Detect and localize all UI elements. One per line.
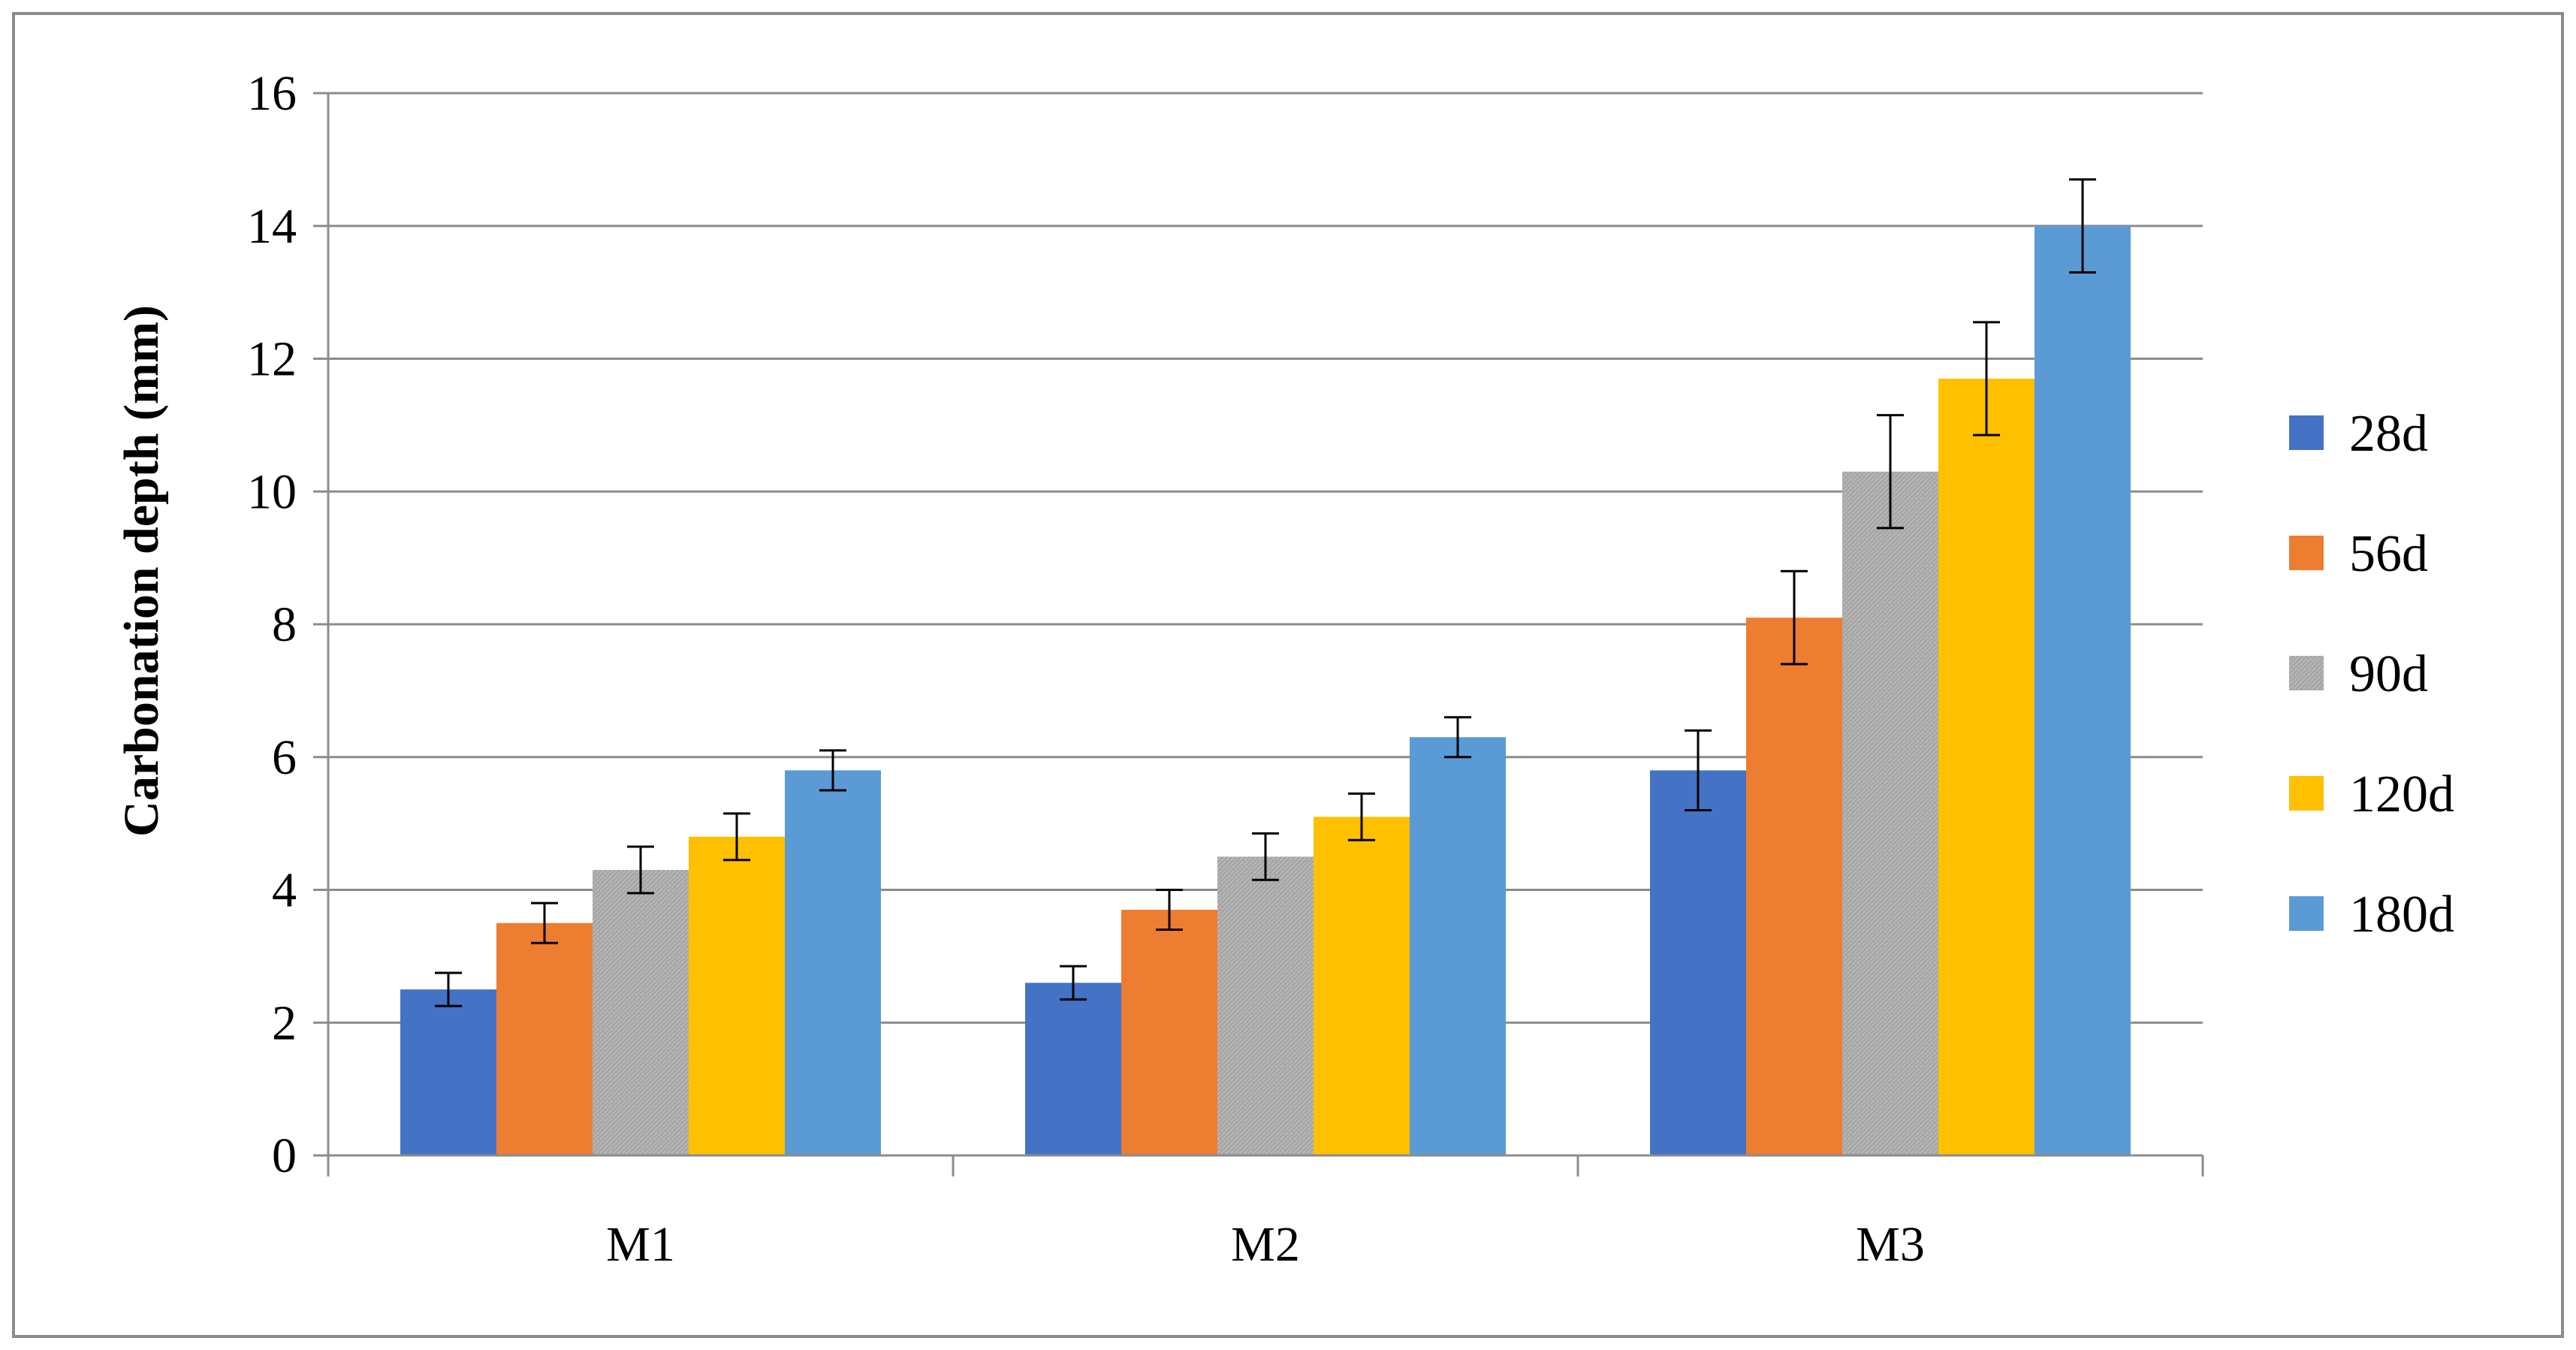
bar-m2-90d — [1217, 856, 1314, 1155]
y-tick-label: 6 — [272, 730, 297, 785]
bar-m1-180d — [785, 770, 881, 1155]
legend-swatch — [2289, 656, 2324, 690]
y-tick-label: 2 — [272, 995, 297, 1050]
legend-label: 56d — [2349, 525, 2428, 583]
x-tick-label-m2: M2 — [1231, 1217, 1300, 1272]
y-tick-label: 14 — [247, 199, 297, 254]
bar-m3-120d — [1938, 379, 2035, 1156]
legend-swatch — [2289, 776, 2324, 811]
error-bars — [435, 178, 2096, 1007]
bar-m3-180d — [2035, 225, 2131, 1155]
bar-m3-28d — [1650, 770, 1746, 1155]
y-tick-label: 12 — [247, 332, 297, 387]
legend-swatch — [2289, 415, 2324, 450]
bar-m1-28d — [400, 989, 496, 1155]
legend-item-90d: 90d — [2289, 645, 2428, 703]
bar-m3-90d — [1842, 471, 1938, 1155]
bar-m2-120d — [1314, 817, 1410, 1155]
legend-item-180d: 180d — [2289, 886, 2454, 944]
y-axis-title: Carbonation depth (mm) — [114, 305, 169, 837]
bars — [400, 225, 2131, 1156]
bar-m3-56d — [1746, 618, 1842, 1155]
legend-swatch — [2289, 896, 2324, 931]
y-tick-label: 10 — [247, 464, 297, 519]
bar-m2-56d — [1121, 910, 1217, 1155]
legend-label: 28d — [2349, 405, 2428, 463]
bar-m1-90d — [593, 869, 689, 1155]
legend-swatch — [2289, 536, 2324, 570]
legend-item-56d: 56d — [2289, 525, 2428, 583]
y-tick-label: 8 — [272, 597, 297, 652]
bar-m2-180d — [1410, 737, 1506, 1155]
y-tick-label: 4 — [272, 863, 297, 918]
y-tick-label: 0 — [272, 1128, 297, 1183]
legend: 28d 56d 90d 120d 180d — [2289, 405, 2454, 944]
legend-item-120d: 120d — [2289, 766, 2454, 823]
legend-item-28d: 28d — [2289, 405, 2428, 463]
x-tick-label-m1: M1 — [606, 1217, 675, 1272]
legend-label: 180d — [2349, 886, 2454, 944]
x-tick-label-m3: M3 — [1856, 1217, 1925, 1272]
axes — [313, 92, 2204, 1176]
tick-labels: 0 2 4 6 8 10 12 14 16 M1 M2 M3 — [247, 66, 1925, 1272]
legend-label: 120d — [2349, 766, 2454, 823]
y-tick-label: 16 — [247, 66, 297, 121]
bar-m1-120d — [689, 836, 785, 1155]
legend-label: 90d — [2349, 645, 2428, 703]
bar-m2-28d — [1025, 983, 1121, 1155]
bar-m1-56d — [496, 923, 593, 1155]
